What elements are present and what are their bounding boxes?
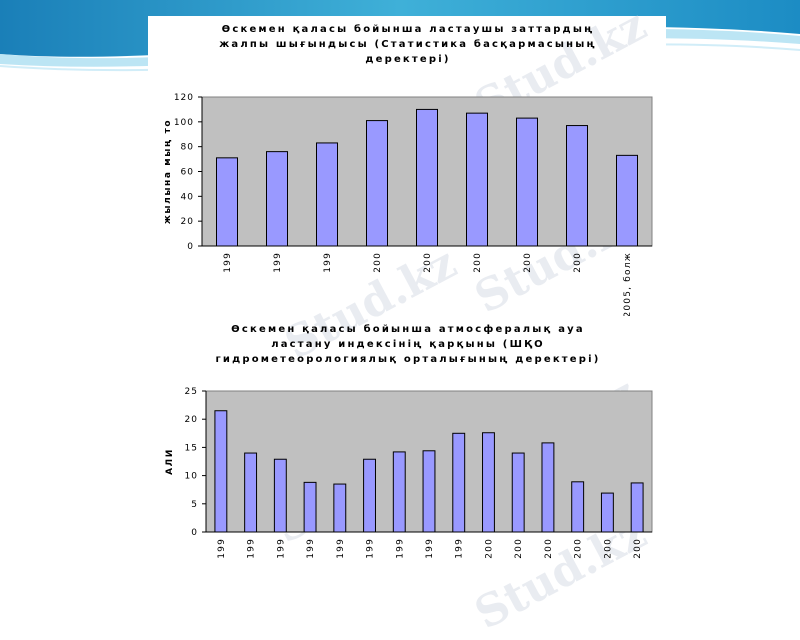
x-tick-label: 199	[276, 538, 286, 559]
x-tick-label: 199	[306, 538, 316, 559]
bar	[266, 151, 288, 247]
emissions-bar-chart: 0 20 40 60 80 100 120 199 199 199 200 200 200 200 200 2…	[163, 93, 653, 318]
bar	[566, 125, 588, 247]
bar	[630, 482, 644, 533]
x-tick-label: 199	[223, 252, 233, 273]
bar	[571, 481, 585, 533]
air-pollution-chart: Өскемен қаласы бойынша атмосфералық ауа …	[150, 322, 666, 600]
chart-title-line: жалпы шығындысы (Статистика басқармасыны…	[219, 39, 597, 50]
chart-title-line: ластану индексінің қарқыны (ШҚО	[271, 339, 545, 350]
bar	[466, 112, 488, 247]
x-tick-label: 200	[473, 252, 483, 273]
emissions-chart: Өскемен қаласы бойынша ластаушы заттарды…	[150, 20, 666, 318]
x-tick-label: 199	[323, 252, 333, 273]
y-tick-label: 60	[181, 168, 194, 178]
y-tick-label: 120	[174, 93, 194, 103]
y-tick-label: 5	[191, 500, 198, 510]
bar	[244, 452, 258, 533]
x-tick-label: 199	[425, 538, 435, 559]
x-tick-label: 199	[395, 538, 405, 559]
y-axis-title: АЛИ	[165, 448, 175, 475]
bar	[216, 157, 238, 247]
y-tick-label: 20	[181, 217, 194, 227]
y-tick-label: 25	[185, 387, 198, 397]
y-tick-label: 15	[185, 443, 198, 453]
bar	[416, 108, 438, 247]
x-tick-label: 200	[574, 538, 584, 559]
x-tick-label: 200	[423, 252, 433, 273]
bar	[516, 117, 538, 247]
bar	[422, 450, 436, 533]
bar	[316, 142, 338, 247]
chart-title: Өскемен қаласы бойынша ластаушы заттарды…	[150, 22, 666, 67]
y-tick-label: 0	[191, 528, 198, 538]
x-tick-label: 200	[373, 252, 383, 273]
y-tick-label: 20	[185, 415, 198, 425]
bar	[273, 458, 287, 533]
chart-title-line: гидрометеорологиялық орталығының деректе…	[215, 354, 601, 365]
y-tick-label: 80	[181, 143, 194, 153]
x-tick-label: 200	[484, 538, 494, 559]
x-tick-label: 200	[603, 538, 613, 559]
bar	[541, 442, 555, 533]
y-axis-title: жылына мың то	[163, 119, 173, 224]
x-tick-label: 199	[217, 538, 227, 559]
y-tick-label: 40	[181, 192, 194, 202]
bar	[363, 458, 376, 533]
x-tick-label: 199	[273, 252, 283, 273]
x-tick-label: 199	[455, 538, 465, 559]
x-tick-label: 199	[336, 538, 346, 559]
bar	[333, 483, 347, 533]
x-tick-label: 200	[544, 538, 554, 559]
x-tick-label: 200	[514, 538, 524, 559]
x-tick-label: 200	[573, 252, 583, 273]
bar	[482, 432, 495, 533]
y-tick-label: 100	[174, 118, 194, 128]
air-pollution-bar-chart: 0 5 10 15 20 25 199 199 199 199 199 199 199 199 199 200…	[165, 387, 653, 559]
bar	[366, 120, 388, 247]
bar	[452, 432, 466, 533]
bar	[303, 481, 317, 533]
x-tick-label: 199	[247, 538, 257, 559]
bar	[392, 451, 406, 533]
x-tick-label: 2005, болж	[623, 252, 633, 316]
chart-title-line: Өскемен қаласы бойынша атмосфералық ауа	[231, 324, 585, 335]
bar	[616, 154, 638, 247]
y-tick-label: 10	[185, 472, 198, 482]
x-tick-label: 200	[523, 252, 533, 273]
x-tick-label: 199	[366, 538, 376, 559]
chart-title-line: Өскемен қаласы бойынша ластаушы заттарды…	[221, 24, 595, 35]
chart-title: Өскемен қаласы бойынша атмосфералық ауа …	[150, 322, 666, 367]
bar	[214, 410, 228, 533]
y-tick-label: 0	[187, 242, 194, 252]
chart-title-line: деректері)	[365, 54, 451, 65]
x-tick-label: 200	[633, 538, 643, 559]
bar	[511, 452, 525, 533]
bar	[600, 492, 614, 533]
